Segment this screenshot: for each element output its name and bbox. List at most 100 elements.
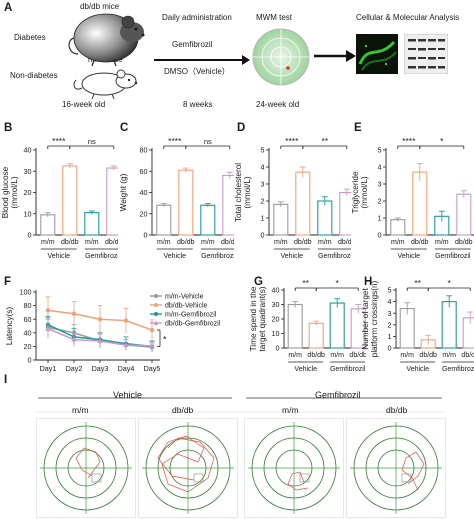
y-axis-label: (mmol/L) [360,176,369,209]
x-tick-label: db/db [411,239,429,246]
x-tick-label: m/m [318,239,332,246]
legend-label: db/db-Vehicle [165,303,208,310]
dbdb-mice-label: db/db mice [80,2,120,11]
y-tick-label: 5 [261,146,265,155]
x-tick-label: m/m [330,352,344,359]
group-label-vehicle: Vehicle [294,366,317,373]
x-tick-label: Day1 [40,364,57,373]
x-tick-label: m/m [85,239,99,246]
y-tick-label: 1 [388,332,392,341]
legend-marker [154,294,158,298]
bar [456,193,472,236]
group-label-gem: Gemfibrozil [435,253,471,260]
x-tick-label: db/db [455,239,473,246]
y-axis-label: Weight (g) [119,173,128,211]
duration-label: 8 weeks [183,100,213,109]
track-gemfibrozil-header: Gemfibrozil [315,390,361,400]
chart-total-cholesterol: 0 1 2 3 4 5 Total cholesterol (mmol/L) m/m db/db m… [234,136,351,260]
fluorescence-image-icon [356,34,398,74]
legend-marker [154,303,158,307]
sig-label: ns [88,137,96,146]
swim-path [287,471,309,491]
y-tick-label: 4 [378,163,382,172]
swim-path [157,435,215,493]
platform-marker [299,473,310,483]
chart-blood-glucose: 0 10 20 30 40 Blood glucose (mmol/L) m/m db/db m/… [1,136,118,260]
y-tick-label: 5 [388,286,392,295]
data-point [71,336,77,342]
y-tick-label: 4 [261,163,265,172]
x-tick-label: Day5 [144,364,161,373]
panel-letter-f: F [4,276,12,288]
sig-label: **** [402,136,416,146]
cell-mol-label: Cellular & Molecular Analysis [356,13,460,22]
data-point [97,338,103,343]
y-tick-label: 20 [140,209,148,218]
x-tick-label: db/db [221,239,234,246]
x-tick-label: db/db [461,352,474,359]
daily-admin-label: Daily administration [162,13,232,22]
y-tick-label: 30 [272,300,280,309]
data-point [149,342,155,348]
panel-letter-d: D [237,122,246,134]
western-blot-icon [404,34,448,74]
y-tick-label: 40 [24,328,32,337]
data-point [123,342,129,348]
y-tick-label: 80 [140,146,148,155]
sig-label: * [163,335,167,345]
y-tick-label: 10 [272,329,280,338]
group-label-gem: Gemfibrozil [201,253,234,260]
chart-triglyceride: 0 1 2 3 4 5 Triglyceride (mmol/L) m/m db/db m/m db/… [351,136,474,260]
y-axis-label: (mmol/L) [10,176,19,209]
sig-label: * [440,136,444,146]
y-tick-label: 3 [261,180,265,189]
group-label-vehicle: Vehicle [48,253,71,260]
dbdb-mouse-icon [68,13,145,67]
bar [295,171,311,236]
y-axis-label: Total cholesterol [234,163,243,222]
x-tick-label: m/m [400,352,414,359]
y-axis-label: Latency(s) [5,307,14,345]
bar [308,322,324,349]
bar [390,219,406,236]
y-tick-label: 80 [24,301,32,310]
y-axis-label: Number of target [362,288,370,350]
chart-time-target-quadrant: 0 10 20 30 40 Time spend in the target quadran… [250,280,366,373]
mwm-label: MWM test [256,13,292,22]
y-tick-label: 20 [272,315,280,324]
x-tick-label: db/db [61,239,79,246]
mm-mouse-icon [73,69,138,100]
y-tick-label: 0 [28,356,32,365]
y-tick-label: 2 [261,197,265,206]
chart-platform-crossings: 0 1 2 3 4 5 Number of target platform crossings… [362,280,474,373]
bar [40,214,56,236]
group-label-gem: Gemfibrozil [442,366,474,373]
y-tick-label: 0 [144,231,148,240]
swim-track-dbdb-gem [346,418,446,518]
y-tick-label: 0 [276,344,280,353]
legend-label: db/db-Gemfibrozil [165,321,221,328]
x-tick-label: m/m [157,239,171,246]
y-axis-label: (mmol/L) [243,176,252,209]
data-point [45,308,51,313]
data-point [123,318,129,323]
group-label-vehicle: Vehicle [164,253,187,260]
x-tick-label: db/db [177,239,195,246]
y-axis-label: Time spend in the [250,286,258,351]
x-tick-label: db/db [338,239,351,246]
group-label-vehicle: Vehicle [398,253,421,260]
panel-letter-h: H [364,276,373,288]
arrow-treatment [154,55,250,65]
y-tick-label: 40 [24,146,32,155]
y-tick-label: 100 [20,288,32,297]
y-tick-label: 0 [261,231,265,240]
platform-marker [91,473,102,483]
x-tick-label: m/m [435,239,449,246]
group-label-vehicle: Vehicle [406,366,429,373]
sig-label: ns [204,137,212,146]
sig-label: * [448,280,452,288]
y-tick-label: 40 [272,286,280,295]
panel-letter-g: G [254,276,263,288]
data-point [97,317,103,322]
bar [317,200,333,236]
